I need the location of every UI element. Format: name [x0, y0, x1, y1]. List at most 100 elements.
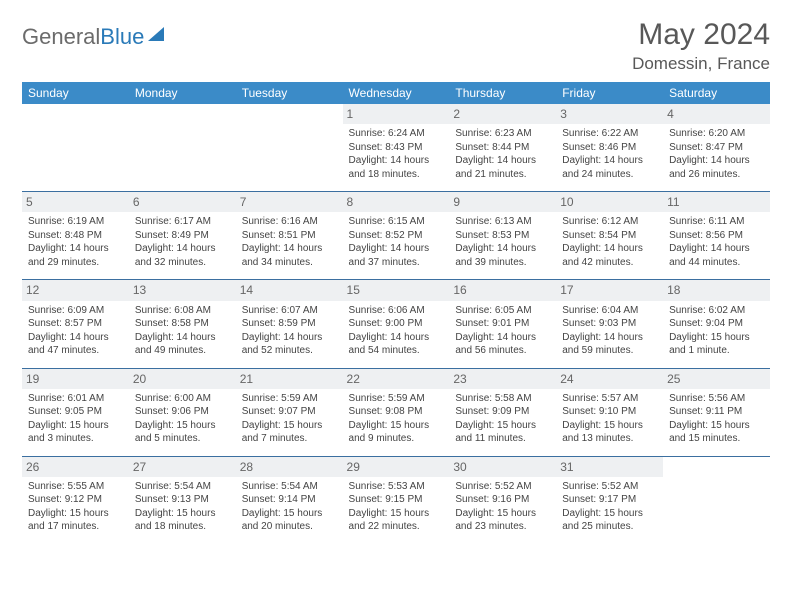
calendar-day-cell: 3Sunrise: 6:22 AMSunset: 8:46 PMDaylight…: [556, 104, 663, 192]
daylight-text: Daylight: 14 hours and 49 minutes.: [135, 331, 230, 358]
sunrise-text: Sunrise: 6:24 AM: [349, 127, 444, 141]
calendar-day-cell: 7Sunrise: 6:16 AMSunset: 8:51 PMDaylight…: [236, 192, 343, 280]
sail-icon: [148, 27, 164, 41]
sunset-text: Sunset: 8:57 PM: [28, 317, 123, 331]
sunrise-text: Sunrise: 6:08 AM: [135, 304, 230, 318]
calendar-day-cell: 10Sunrise: 6:12 AMSunset: 8:54 PMDayligh…: [556, 192, 663, 280]
calendar-day-cell: 13Sunrise: 6:08 AMSunset: 8:58 PMDayligh…: [129, 280, 236, 368]
daylight-text: Daylight: 15 hours and 1 minute.: [669, 331, 764, 358]
sunset-text: Sunset: 8:59 PM: [242, 317, 337, 331]
weekday-header: Wednesday: [343, 82, 450, 104]
sunset-text: Sunset: 9:11 PM: [669, 405, 764, 419]
day-number: 7: [236, 192, 343, 212]
calendar-day-cell: 27Sunrise: 5:54 AMSunset: 9:13 PMDayligh…: [129, 456, 236, 544]
daylight-text: Daylight: 14 hours and 52 minutes.: [242, 331, 337, 358]
sunrise-text: Sunrise: 6:19 AM: [28, 215, 123, 229]
daylight-text: Daylight: 14 hours and 56 minutes.: [455, 331, 550, 358]
calendar-day-cell: 6Sunrise: 6:17 AMSunset: 8:49 PMDaylight…: [129, 192, 236, 280]
sunrise-text: Sunrise: 5:58 AM: [455, 392, 550, 406]
sunrise-text: Sunrise: 6:05 AM: [455, 304, 550, 318]
calendar-day-cell: 24Sunrise: 5:57 AMSunset: 9:10 PMDayligh…: [556, 368, 663, 456]
calendar-day-cell: 31Sunrise: 5:52 AMSunset: 9:17 PMDayligh…: [556, 456, 663, 544]
calendar-day-cell: [22, 104, 129, 192]
calendar-week-row: 1Sunrise: 6:24 AMSunset: 8:43 PMDaylight…: [22, 104, 770, 192]
day-number: 18: [663, 280, 770, 300]
sunrise-text: Sunrise: 5:56 AM: [669, 392, 764, 406]
sunset-text: Sunset: 9:04 PM: [669, 317, 764, 331]
day-number: 12: [22, 280, 129, 300]
calendar-day-cell: 12 Sunrise: 6:09 AMSunset: 8:57 PMDayligh…: [22, 280, 129, 368]
sunset-text: Sunset: 8:54 PM: [562, 229, 657, 243]
day-number: 31: [556, 457, 663, 477]
day-number: 3: [556, 104, 663, 124]
weekday-header: Thursday: [449, 82, 556, 104]
sunrise-text: Sunrise: 6:17 AM: [135, 215, 230, 229]
calendar-day-cell: 4Sunrise: 6:20 AMSunset: 8:47 PMDaylight…: [663, 104, 770, 192]
sunset-text: Sunset: 8:58 PM: [135, 317, 230, 331]
calendar-day-cell: 21Sunrise: 5:59 AMSunset: 9:07 PMDayligh…: [236, 368, 343, 456]
daylight-text: Daylight: 14 hours and 59 minutes.: [562, 331, 657, 358]
weekday-header-row: Sunday Monday Tuesday Wednesday Thursday…: [22, 82, 770, 104]
day-number: 19: [22, 369, 129, 389]
weekday-header: Friday: [556, 82, 663, 104]
sunrise-text: Sunrise: 6:12 AM: [562, 215, 657, 229]
daylight-text: Daylight: 14 hours and 18 minutes.: [349, 154, 444, 181]
calendar-week-row: 5Sunrise: 6:19 AMSunset: 8:48 PMDaylight…: [22, 192, 770, 280]
brand-text: GeneralBlue: [22, 24, 144, 50]
day-number: 29: [343, 457, 450, 477]
sunrise-text: Sunrise: 5:54 AM: [242, 480, 337, 494]
calendar-week-row: 12Sunrise: 6:09 AMSunset: 8:57 PMDayligh…: [22, 280, 770, 368]
calendar-day-cell: 25Sunrise: 5:56 AMSunset: 9:11 PMDayligh…: [663, 368, 770, 456]
day-number: 24: [556, 369, 663, 389]
sunrise-text: Sunrise: 6:13 AM: [455, 215, 550, 229]
daylight-text: Daylight: 15 hours and 5 minutes.: [135, 419, 230, 446]
calendar-day-cell: [129, 104, 236, 192]
sunrise-text: Sunrise: 6:23 AM: [455, 127, 550, 141]
daylight-text: Daylight: 15 hours and 20 minutes.: [242, 507, 337, 534]
sunset-text: Sunset: 9:12 PM: [28, 493, 123, 507]
day-number: 27: [129, 457, 236, 477]
month-title: May 2024: [632, 18, 770, 52]
calendar-day-cell: 28Sunrise: 5:54 AMSunset: 9:14 PMDayligh…: [236, 456, 343, 544]
daylight-text: Daylight: 14 hours and 47 minutes.: [28, 331, 123, 358]
sunset-text: Sunset: 9:07 PM: [242, 405, 337, 419]
daylight-text: Daylight: 15 hours and 25 minutes.: [562, 507, 657, 534]
day-number: 1: [343, 104, 450, 124]
daylight-text: Daylight: 15 hours and 7 minutes.: [242, 419, 337, 446]
brand-part2: Blue: [100, 24, 144, 49]
daylight-text: Daylight: 14 hours and 21 minutes.: [455, 154, 550, 181]
calendar-day-cell: 19Sunrise: 6:01 AMSunset: 9:05 PMDayligh…: [22, 368, 129, 456]
daylight-text: Daylight: 14 hours and 54 minutes.: [349, 331, 444, 358]
calendar-day-cell: 20Sunrise: 6:00 AMSunset: 9:06 PMDayligh…: [129, 368, 236, 456]
sunrise-text: Sunrise: 6:04 AM: [562, 304, 657, 318]
calendar-day-cell: 2Sunrise: 6:23 AMSunset: 8:44 PMDaylight…: [449, 104, 556, 192]
calendar-week-row: 19Sunrise: 6:01 AMSunset: 9:05 PMDayligh…: [22, 368, 770, 456]
sunrise-text: Sunrise: 6:22 AM: [562, 127, 657, 141]
daylight-text: Daylight: 15 hours and 17 minutes.: [28, 507, 123, 534]
day-number: 30: [449, 457, 556, 477]
calendar-day-cell: 26Sunrise: 5:55 AMSunset: 9:12 PMDayligh…: [22, 456, 129, 544]
sunset-text: Sunset: 9:14 PM: [242, 493, 337, 507]
location-label: Domessin, France: [632, 54, 770, 74]
daylight-text: Daylight: 15 hours and 18 minutes.: [135, 507, 230, 534]
day-number: 16: [449, 280, 556, 300]
daylight-text: Daylight: 15 hours and 11 minutes.: [455, 419, 550, 446]
calendar-day-cell: 23Sunrise: 5:58 AMSunset: 9:09 PMDayligh…: [449, 368, 556, 456]
day-number: 23: [449, 369, 556, 389]
daylight-text: Daylight: 15 hours and 23 minutes.: [455, 507, 550, 534]
sunset-text: Sunset: 9:06 PM: [135, 405, 230, 419]
sunrise-text: Sunrise: 6:06 AM: [349, 304, 444, 318]
calendar-table: Sunday Monday Tuesday Wednesday Thursday…: [22, 82, 770, 544]
calendar-body: 1Sunrise: 6:24 AMSunset: 8:43 PMDaylight…: [22, 104, 770, 544]
sunrise-text: Sunrise: 5:57 AM: [562, 392, 657, 406]
sunrise-text: Sunrise: 5:55 AM: [28, 480, 123, 494]
day-number: 4: [663, 104, 770, 124]
sunrise-text: Sunrise: 6:11 AM: [669, 215, 764, 229]
sunrise-text: Sunrise: 6:01 AM: [28, 392, 123, 406]
sunset-text: Sunset: 9:13 PM: [135, 493, 230, 507]
daylight-text: Daylight: 14 hours and 44 minutes.: [669, 242, 764, 269]
day-number: 25: [663, 369, 770, 389]
sunrise-text: Sunrise: 6:09 AM: [28, 304, 123, 318]
calendar-day-cell: 8Sunrise: 6:15 AMSunset: 8:52 PMDaylight…: [343, 192, 450, 280]
day-number: 6: [129, 192, 236, 212]
